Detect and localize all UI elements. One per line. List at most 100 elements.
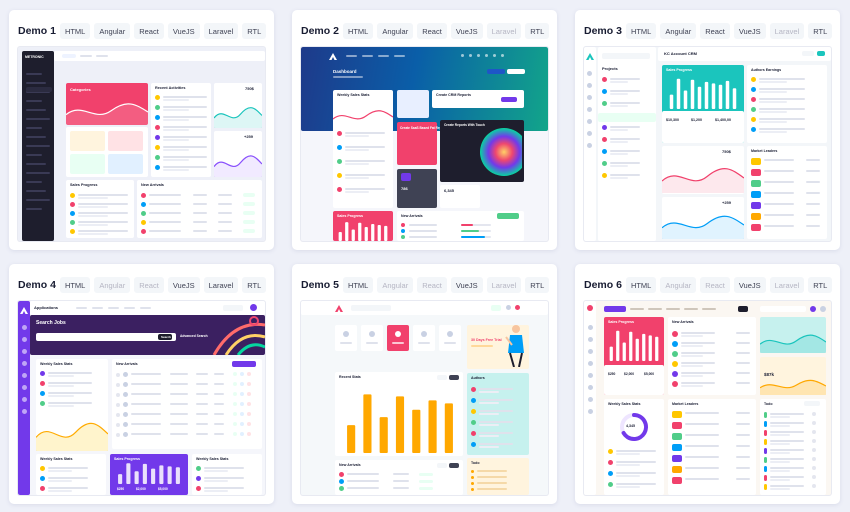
- search-button-label: Search: [161, 334, 172, 339]
- demo-1-preview[interactable]: METRONIC Categories Recent Activities 750$ +…: [18, 47, 265, 241]
- row-action: [247, 432, 251, 436]
- bar-chart: [338, 222, 388, 241]
- text-placeholder: [214, 403, 224, 405]
- project-icon: [602, 173, 607, 178]
- tab-rtl[interactable]: RTL: [808, 23, 833, 39]
- tab-rtl[interactable]: RTL: [242, 23, 267, 39]
- text-placeholder: [193, 194, 207, 196]
- tab-vuejs[interactable]: VueJS: [450, 23, 483, 39]
- text-placeholder: [170, 383, 188, 385]
- tab-html[interactable]: HTML: [342, 23, 374, 39]
- text-placeholder: [163, 99, 190, 101]
- row-action: [233, 372, 237, 376]
- text-placeholder: [333, 76, 363, 78]
- text-placeholder: [48, 375, 75, 377]
- text-placeholder: [681, 342, 715, 344]
- tab-rtl[interactable]: RTL: [808, 277, 833, 293]
- demo-card-1[interactable]: Demo 1 HTML Angular React VueJS Laravel RTL M…: [9, 10, 274, 250]
- avatar: [196, 466, 201, 471]
- demo-6-preview[interactable]: Sales Progress $250 $2,000 $5,000 New Arriva…: [584, 301, 831, 495]
- text-placeholder: [345, 163, 369, 165]
- toolbar-icon: [810, 306, 816, 312]
- text-placeholder: [610, 126, 640, 128]
- tab-vuejs[interactable]: VueJS: [450, 277, 483, 293]
- todo-marker: [764, 412, 767, 418]
- product-icon: [401, 223, 405, 227]
- text-placeholder: [610, 177, 628, 179]
- tab-angular[interactable]: Angular: [660, 23, 697, 39]
- tab-html[interactable]: HTML: [59, 277, 91, 293]
- text-placeholder: [345, 135, 369, 137]
- tab-react[interactable]: React: [700, 23, 730, 39]
- rail-icon: [587, 131, 592, 136]
- tab-html[interactable]: HTML: [625, 23, 657, 39]
- text-placeholder: [770, 434, 790, 436]
- create-card: [432, 90, 524, 108]
- text-placeholder: [204, 470, 228, 472]
- text-placeholder: [218, 230, 232, 232]
- text-placeholder: [806, 203, 820, 205]
- tab-rtl[interactable]: RTL: [525, 23, 550, 39]
- tab-angular[interactable]: Angular: [377, 23, 414, 39]
- tab-vuejs[interactable]: VueJS: [733, 23, 766, 39]
- demo-title: Demo 2: [301, 25, 339, 37]
- tab-react[interactable]: React: [417, 23, 447, 39]
- text-placeholder: [770, 470, 790, 472]
- avatar: [40, 391, 45, 396]
- demo-card-3[interactable]: Demo 3 HTML Angular React VueJS Laravel RTL P…: [575, 10, 840, 250]
- rail-icon: [587, 95, 592, 100]
- tab-html[interactable]: HTML: [59, 23, 91, 39]
- tab-angular[interactable]: Angular: [94, 23, 131, 39]
- rail-icon: [21, 325, 27, 330]
- text-placeholder: [681, 352, 715, 354]
- demo-4-preview[interactable]: Applications Search Jobs Search Advanced Se…: [18, 301, 265, 495]
- text-placeholder: [770, 422, 804, 424]
- add-button: [497, 213, 519, 219]
- status-badge: [419, 487, 433, 490]
- tab-vuejs[interactable]: VueJS: [733, 277, 766, 293]
- text-placeholder: [124, 307, 135, 309]
- progress-fill: [461, 230, 479, 232]
- nav-tile-icon: [343, 331, 349, 337]
- todo-checkbox: [812, 439, 816, 443]
- tab-vuejs[interactable]: VueJS: [167, 23, 200, 39]
- text-placeholder: [48, 467, 88, 469]
- rail-icon: [587, 71, 592, 76]
- text-placeholder: [163, 119, 190, 121]
- toolbar-icon: [501, 54, 504, 57]
- text-placeholder: [78, 215, 108, 217]
- text-placeholder: [163, 156, 207, 158]
- stat-value: +259: [244, 134, 254, 139]
- avatar: [608, 482, 613, 487]
- text-placeholder: [48, 470, 72, 472]
- demo-5-preview[interactable]: 30 Days Free Trial Recent Stats Authors New…: [301, 301, 548, 495]
- tab-angular: Angular: [94, 277, 131, 293]
- topbar: [301, 301, 548, 315]
- tab-laravel[interactable]: Laravel: [203, 23, 239, 39]
- tab-rtl[interactable]: RTL: [242, 277, 267, 293]
- card-title: Weekly Sales Stats: [337, 93, 370, 97]
- avatar: [155, 155, 160, 160]
- demo-card-6[interactable]: Demo 6 HTML Angular React VueJS Laravel RTL S…: [575, 264, 840, 504]
- todo-checkbox: [812, 430, 816, 434]
- demo-card-5[interactable]: Demo 5 HTML Angular React VueJS Laravel RTL 3…: [292, 264, 557, 504]
- tab-react[interactable]: React: [134, 23, 164, 39]
- text-placeholder: [479, 413, 500, 415]
- card-title: Todo: [764, 402, 773, 406]
- tab-html[interactable]: HTML: [625, 277, 657, 293]
- tab-vuejs[interactable]: VueJS: [167, 277, 200, 293]
- todo-checkbox: [471, 482, 474, 485]
- card-title: Weekly Sales Stats: [40, 457, 73, 461]
- text-placeholder: [736, 423, 750, 425]
- demo-3-preview[interactable]: Projects KC Account CRM Sales Progress $10,…: [584, 47, 831, 241]
- demo-card-2[interactable]: Demo 2 HTML Angular React VueJS Laravel RTL D…: [292, 10, 557, 250]
- demo-card-4[interactable]: Demo 4 HTML Angular React VueJS Laravel RTL A…: [9, 264, 274, 504]
- rail-icon: [587, 361, 593, 366]
- tab-rtl[interactable]: RTL: [525, 277, 550, 293]
- todo-checkbox: [812, 475, 816, 479]
- tab-html[interactable]: HTML: [342, 277, 374, 293]
- tab-laravel[interactable]: Laravel: [203, 277, 239, 293]
- text-placeholder: [770, 488, 790, 490]
- card-title: Create Reports With Touch: [444, 123, 485, 127]
- demo-2-preview[interactable]: Dashboard Weekly Sales Stats Create CRM Re…: [301, 47, 548, 241]
